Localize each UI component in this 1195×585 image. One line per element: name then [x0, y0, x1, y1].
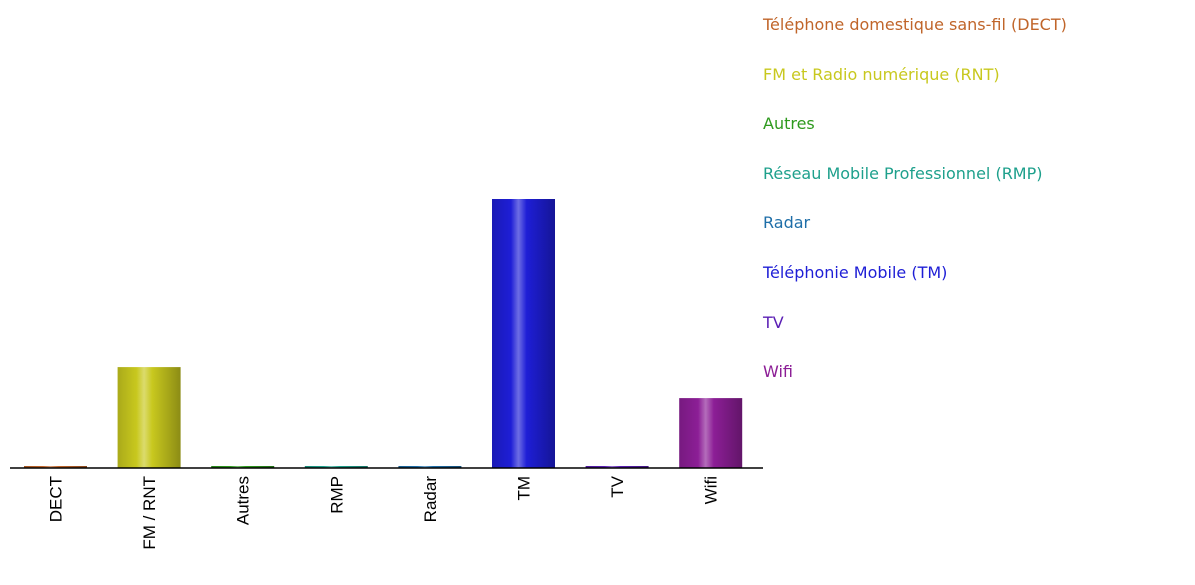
legend-entry: Téléphonie Mobile (TM) [763, 262, 948, 282]
bar-dect [24, 466, 87, 468]
x-tick-label: Radar [421, 476, 440, 523]
bar-tm [492, 199, 555, 468]
legend-entry: Wifi [763, 362, 793, 382]
x-tick-label: RMP [327, 476, 346, 514]
x-tick-label: Autres [234, 476, 253, 525]
x-tick-label: DECT [47, 476, 66, 522]
bar-radar [398, 466, 462, 468]
chart-legend: Téléphone domestique sans-fil (DECT) FM e… [763, 14, 1067, 411]
legend-entry: Téléphone domestique sans-fil (DECT) [763, 15, 1067, 34]
bar-rmp [304, 466, 368, 468]
bar-autres [211, 466, 275, 468]
x-tick-label: Wifi [702, 476, 721, 504]
x-tick-label: FM / RNT [140, 476, 159, 550]
legend-entry: FM et Radio numérique (RNT) [763, 64, 1000, 84]
legend-entry: TV [763, 312, 784, 332]
x-tick-label: TM [515, 476, 534, 501]
legend-entry: Radar [763, 213, 811, 233]
bars-group [24, 199, 743, 468]
legend-entry: Réseau Mobile Professionnel (RMP) [763, 163, 1043, 183]
bar-tv [585, 466, 649, 468]
bar-fm-rnt [117, 367, 181, 468]
legend-entry: Autres [763, 114, 815, 134]
x-tick-labels: DECT FM / RNT Autres RMP Radar TM TV Wifi [47, 475, 721, 549]
bar-wifi [679, 398, 743, 468]
x-tick-label: TV [608, 475, 627, 497]
